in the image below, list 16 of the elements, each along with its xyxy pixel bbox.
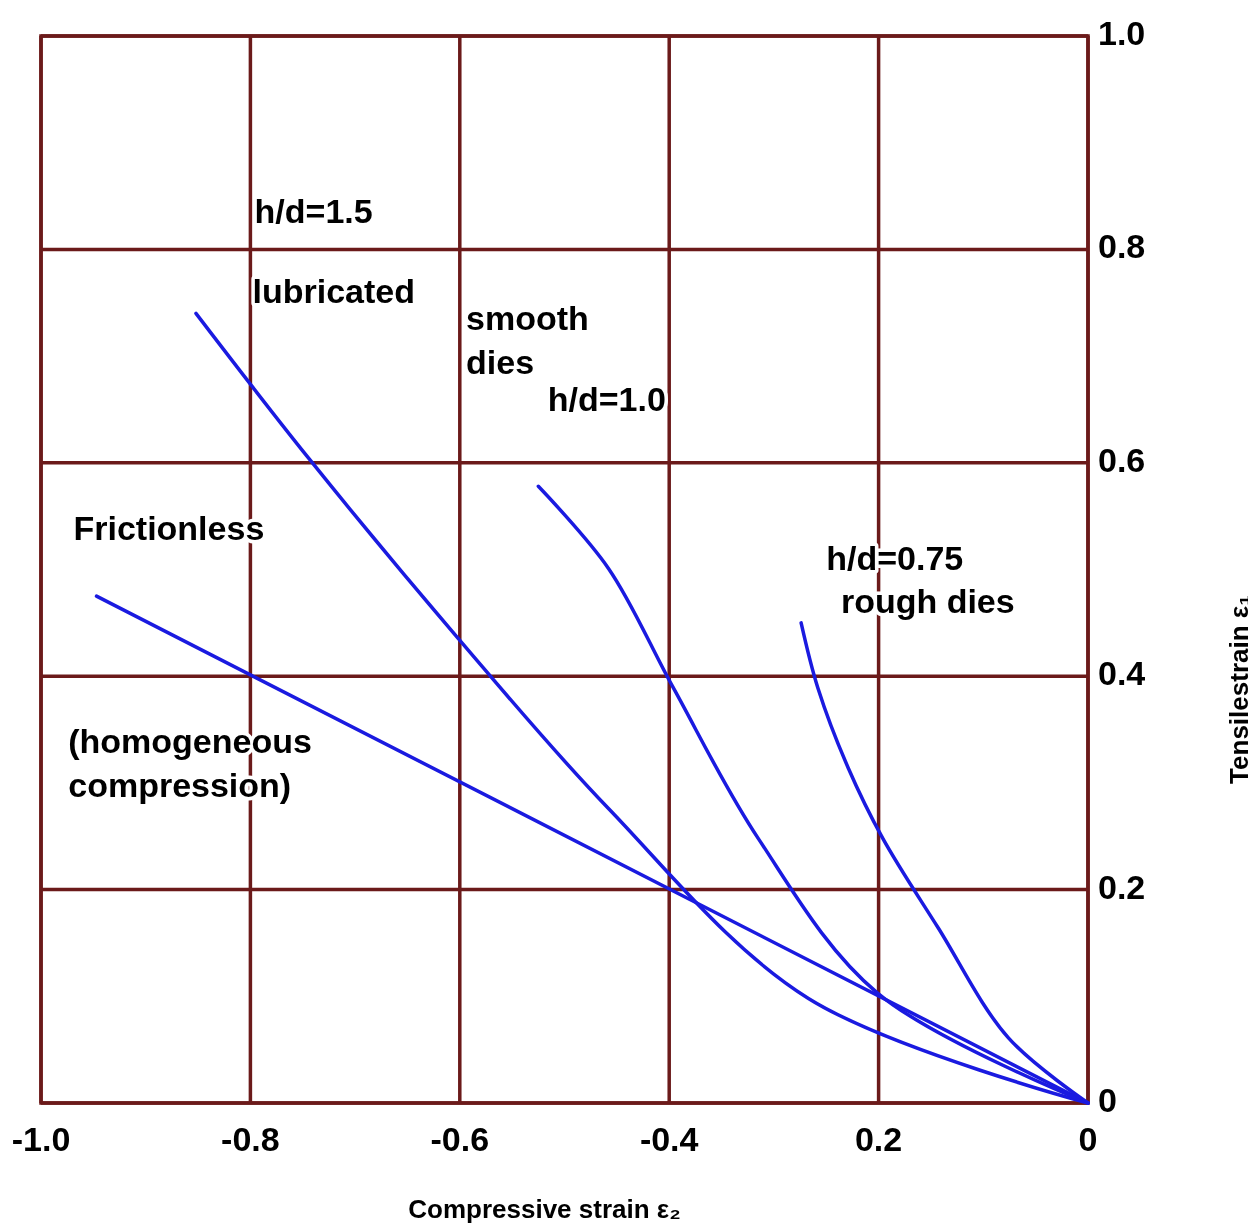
annotation: h/d=1.5 [254,191,373,230]
y-tick-label: 0.8 [1098,227,1146,266]
y-axis-title: Tensilestrain ε₁ [1224,595,1254,784]
y-tick-label: 0.4 [1098,654,1146,693]
x-tick-label: -0.8 [221,1120,280,1158]
x-tick-label: -0.4 [639,1120,699,1158]
y-tick-label: 0 [1098,1080,1117,1119]
x-tick-label: 0.2 [854,1120,903,1158]
y-tick-label: 0.2 [1098,867,1146,906]
x-tick-label: -1.0 [11,1120,71,1158]
x-tick-label: -0.6 [430,1120,490,1158]
annotation: h/d=1.0 [547,379,666,418]
y-tick-label: 1.0 [1098,13,1146,52]
y-tick-label: 0.6 [1098,440,1146,479]
annotation: lubricated [252,271,415,310]
x-axis-title: Compressive strain ε₂ [408,1194,681,1224]
